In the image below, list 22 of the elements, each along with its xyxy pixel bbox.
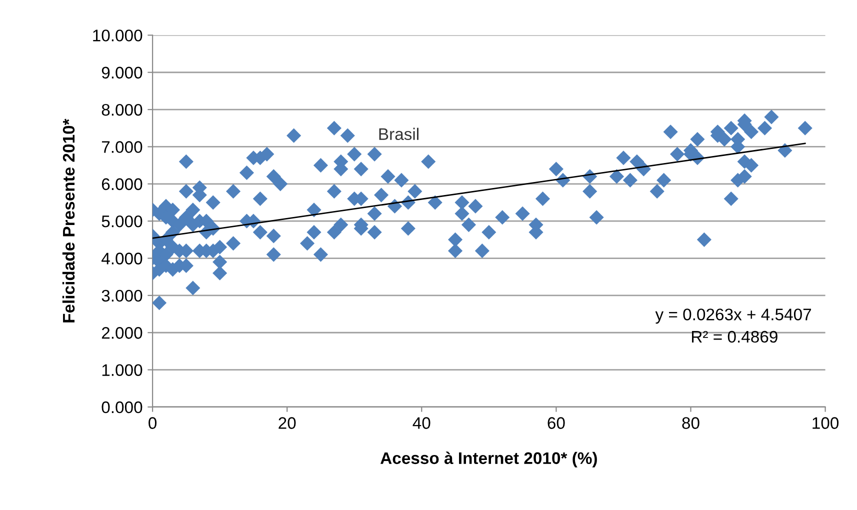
y-tick-label: 4.000 <box>102 252 142 264</box>
annotation: R² = 0.4869 <box>692 330 778 343</box>
y-tick-label: 0.000 <box>102 401 142 414</box>
y-tick-label: 10.000 <box>93 30 142 42</box>
x-axis-title: Acesso à Internet 2010* (%) <box>380 452 597 468</box>
x-tick-label: 80 <box>682 417 700 429</box>
y-axis-title: Felicidade Presente 2010* <box>62 118 75 322</box>
y-tick-label: 1.000 <box>102 364 142 376</box>
y-tick-label: 8.000 <box>102 104 142 116</box>
x-tick-label: 60 <box>548 417 565 429</box>
y-tick-label: 6.000 <box>102 178 142 190</box>
y-tick-label: 7.000 <box>102 141 142 153</box>
y-tick-label: 9.000 <box>102 66 142 79</box>
y-tick-label: 2.000 <box>102 327 142 339</box>
y-tick-label: 3.000 <box>102 290 142 302</box>
x-tick-label: 20 <box>278 417 296 429</box>
y-tick-label: 5.000 <box>102 215 142 228</box>
annotation: y = 0.0263x + 4.5407 <box>655 308 812 324</box>
x-tick-label: 100 <box>812 417 839 429</box>
x-tick-label: 0 <box>148 417 157 429</box>
annotation: Brasil <box>379 128 418 140</box>
x-tick-label: 40 <box>412 417 430 429</box>
